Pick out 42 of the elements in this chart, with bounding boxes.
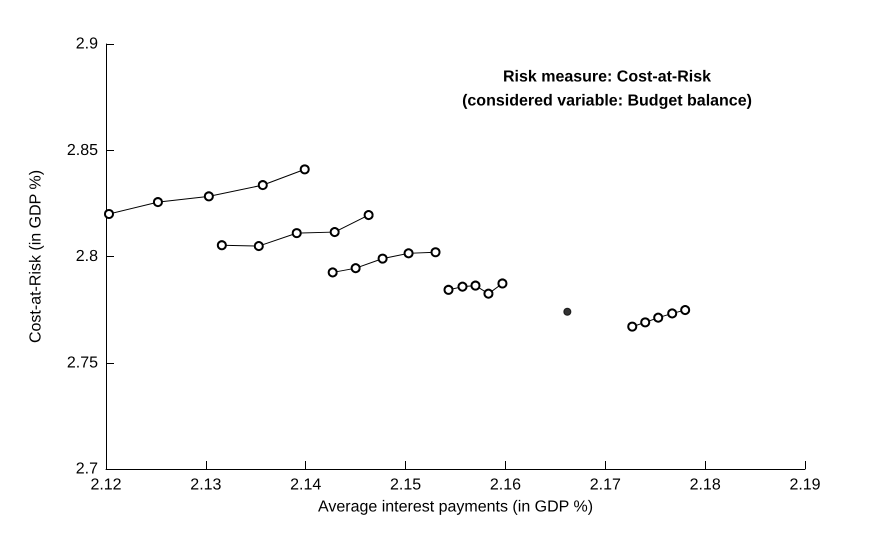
point [378,254,388,264]
x-tick-label: 2.18 [690,476,721,494]
point [653,312,664,323]
x-tick-label: 2.15 [390,476,422,494]
x-tick-label: 2.13 [190,476,222,494]
x-tick-label: 2.17 [590,476,621,494]
point [444,284,454,295]
point [104,209,114,219]
x-tick-label: 2.19 [789,476,821,494]
point [497,278,508,288]
x-tick-label: 2.14 [290,476,322,494]
y-tick-label: 2.8 [76,248,98,265]
point [292,228,302,238]
point [458,282,468,292]
point [667,308,678,318]
point [254,241,264,252]
y-tick-label: 2.9 [76,36,98,52]
y-tick-label: 2.75 [66,354,98,372]
x-tick-label: 2.12 [90,476,122,494]
point [404,248,414,258]
y-axis-title: Cost-at-Risk (in GDP %) [28,170,44,344]
x-axis-title: Average interest payments (in GDP %) [318,498,594,516]
y-tick-label: 2.85 [66,142,98,159]
point [640,317,650,328]
point [328,267,338,278]
point [152,197,163,208]
point [216,240,227,250]
x-tick-label: 2.16 [490,476,522,494]
text: Risk measure: Cost-at-Risk (considered variable: Budget balance) [462,68,752,110]
point [330,227,340,238]
point [258,180,268,190]
point [204,191,214,202]
point [364,210,374,220]
point [680,305,690,316]
point [483,288,494,299]
point [470,280,480,291]
point [430,247,441,258]
y-tick-label: 2.7 [76,460,98,478]
point [627,322,638,332]
point [300,164,310,174]
point [563,308,572,316]
point [350,263,361,274]
